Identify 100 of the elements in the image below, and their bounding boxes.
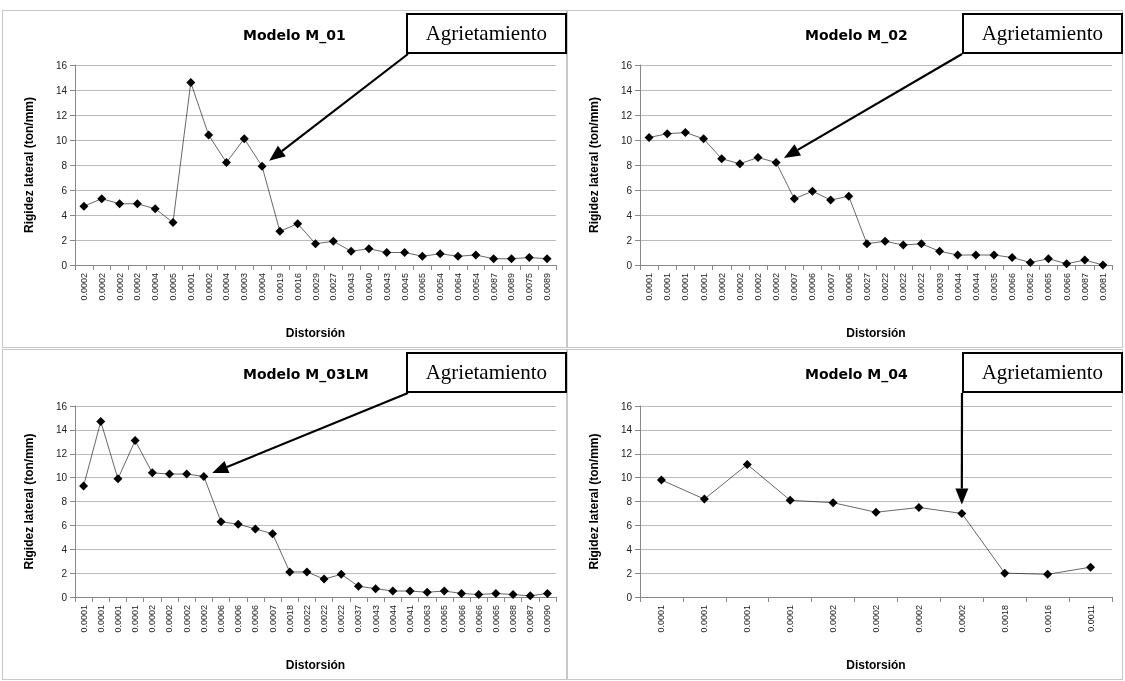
x-tick-label: 0.0002 <box>132 273 143 301</box>
x-tick-label: 0.0002 <box>114 273 125 301</box>
point <box>735 159 745 169</box>
x-tick-label: 0.0035 <box>989 273 999 301</box>
point <box>916 239 926 249</box>
text: Agrietamiento <box>405 13 567 54</box>
point <box>257 161 267 171</box>
point <box>789 194 799 204</box>
x-tick-label: 0.0002 <box>716 273 727 301</box>
point <box>400 248 410 257</box>
point <box>353 581 363 591</box>
point <box>168 218 178 227</box>
point <box>113 474 123 484</box>
x-tick-label: 0.0066 <box>1061 273 1072 301</box>
y-tick-label: 12 <box>620 109 633 121</box>
y-tick-label: 6 <box>626 519 633 531</box>
point <box>182 469 192 479</box>
x-tick-label: 0.0065 <box>439 605 450 633</box>
x-tick-label: 0.0022 <box>898 273 909 301</box>
point <box>862 239 872 249</box>
x-tick-label: 0.0027 <box>861 273 872 301</box>
x-tick-label: 0.0001 <box>785 605 796 633</box>
x-tick-label: 0.0001 <box>680 273 691 301</box>
point <box>914 502 924 512</box>
point <box>1080 255 1090 265</box>
point <box>115 199 125 209</box>
point <box>293 219 303 229</box>
y-tick-label: 16 <box>620 400 633 412</box>
y-tick-label: 2 <box>61 234 68 246</box>
x-tick-label: 0.0002 <box>771 273 782 301</box>
point <box>491 588 501 598</box>
x-axis-title: Distorsión <box>285 326 346 340</box>
x-tick-label: 0.0002 <box>147 605 158 633</box>
y-tick-label: 8 <box>61 496 68 507</box>
point <box>422 587 432 597</box>
x-tick-label: 0.0087 <box>525 605 536 633</box>
x-tick-label: 0.0054 <box>435 273 446 301</box>
x-tick-label: 0.0066 <box>456 605 467 633</box>
point <box>1043 254 1053 264</box>
y-axis-title: Rigidez lateral (ton/mm) <box>587 96 601 234</box>
x-tick-label: 0.0002 <box>78 273 89 301</box>
x-tick-label: 0.0007 <box>267 605 278 633</box>
y-tick-label: 14 <box>55 84 68 96</box>
point <box>132 199 142 209</box>
point <box>388 586 398 596</box>
x-tick-label: 0.0002 <box>753 273 763 301</box>
y-tick-label: 12 <box>620 448 633 460</box>
point <box>656 475 666 485</box>
text: Agrietamiento <box>961 352 1123 393</box>
x-tick-label: 0.0022 <box>880 273 891 301</box>
point <box>525 591 535 601</box>
point <box>239 134 249 144</box>
x-tick-label: 0.0043 <box>370 605 381 633</box>
x-tick-label: 0.0001 <box>95 605 106 633</box>
y-tick-label: 0 <box>61 259 68 271</box>
point <box>285 567 295 577</box>
x-tick-label: 0.0003 <box>239 273 250 301</box>
x-tick-label: 0.0066 <box>473 605 484 633</box>
y-tick-label: 4 <box>626 543 633 555</box>
point <box>186 78 196 87</box>
point <box>382 248 392 257</box>
x-tick-label: 0.0006 <box>250 605 261 633</box>
x-tick-label: 0.0001 <box>130 605 141 633</box>
point <box>302 567 312 577</box>
point <box>1000 568 1010 578</box>
point <box>268 529 278 539</box>
x-tick-label: 0.0001 <box>112 605 123 633</box>
point <box>405 586 415 596</box>
point <box>275 226 285 236</box>
x-tick-label: 0.0001 <box>78 605 89 633</box>
x-tick-label: 0.0001 <box>656 605 667 633</box>
x-tick-label: 0.0001 <box>699 605 710 633</box>
x-tick-label: 0.0040 <box>363 273 374 301</box>
x-tick-label: 0.0037 <box>353 605 364 633</box>
point <box>662 129 672 139</box>
x-tick-label: 0.0044 <box>952 273 963 301</box>
point <box>216 517 226 527</box>
y-tick-label: 2 <box>626 567 633 579</box>
x-tick-label: 0.0004 <box>257 273 268 301</box>
x-tick-label: 0.0064 <box>453 273 464 301</box>
x-tick-label: 0.0087 <box>488 273 499 301</box>
point <box>204 130 214 140</box>
point <box>771 158 781 167</box>
x-axis-title: Distorsión <box>285 658 346 672</box>
x-tick-label: 0.0006 <box>843 273 854 301</box>
point <box>457 588 467 598</box>
x-axis-title: Distorsión <box>846 326 906 340</box>
y-tick-label: 12 <box>55 448 68 460</box>
x-tick-label: 0.0088 <box>508 605 519 633</box>
y-tick-label: 10 <box>55 472 68 484</box>
point <box>130 436 140 446</box>
y-axis-title: Rigidez lateral (ton/mm) <box>22 96 36 234</box>
x-tick-label: 0.0041 <box>404 605 415 633</box>
x-tick-label: 0.0044 <box>387 605 398 633</box>
x-tick-label: 0.0002 <box>956 605 967 633</box>
y-tick-label: 6 <box>61 519 68 531</box>
x-tick-label: 0.0090 <box>542 605 553 633</box>
point <box>785 495 795 505</box>
y-tick-label: 16 <box>55 400 68 412</box>
x-tick-label: 0.0029 <box>310 273 321 301</box>
